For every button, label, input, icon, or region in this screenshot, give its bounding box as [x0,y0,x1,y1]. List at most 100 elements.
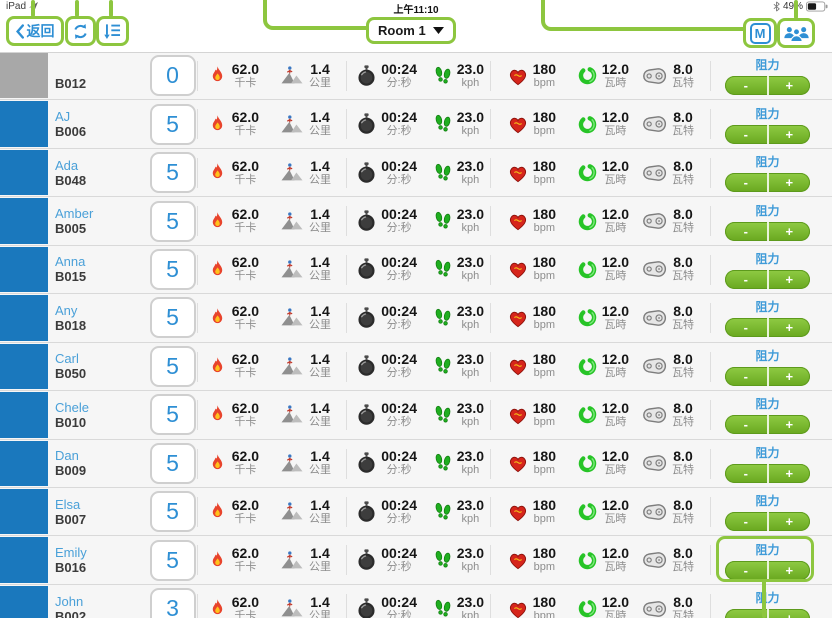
score-box[interactable]: 5 [149,491,196,533]
score-box[interactable]: 3 [149,588,196,618]
resistance-plus-button[interactable]: + [769,173,811,192]
speed-unit: kph [461,222,480,235]
column-separator [710,545,711,576]
power-unit: 瓦特 [672,270,694,283]
power-value: 8.0 [673,60,693,77]
heart-rate-unit: bpm [533,76,556,89]
stopwatch-icon [358,452,375,473]
back-button[interactable]: 返回 [6,16,64,46]
duration-value: 00:24 [381,206,417,223]
score-box[interactable]: 0 [149,55,196,97]
distance-cell: 1.4 公里 [268,497,346,526]
heart-icon [509,457,526,473]
group-button[interactable] [777,18,815,48]
resistance-plus-button[interactable]: + [769,415,811,434]
resistance-minus-button[interactable]: - [725,173,767,192]
resistance-minus-button[interactable]: - [725,125,767,144]
resistance-minus-button[interactable]: - [725,415,767,434]
energy-value: 12.0 [601,206,629,223]
score-box[interactable]: 5 [149,200,196,242]
score-box[interactable]: 5 [149,248,196,290]
resistance-control: - + [725,269,811,289]
distance-cell: 1.4 公里 [268,255,346,283]
resistance-minus-button[interactable]: - [725,270,767,289]
resistance-plus-button[interactable]: + [769,464,811,483]
resistance-plus-button[interactable]: + [769,318,811,337]
energy-value: 12.0 [601,399,629,416]
score-box[interactable]: 5 [149,442,196,484]
belt-drive-icon [643,455,666,472]
resistance-minus-button[interactable]: - [725,561,767,580]
resistance-control: - + [725,318,811,338]
resistance-divider [766,366,769,386]
duration-value: 00:24 [381,399,417,416]
power-unit: 瓦特 [672,125,694,138]
calories-cell: 62.0 千卡 [200,303,268,332]
rider-name: Elsa [55,496,81,512]
status-time: 上午11:10 [393,5,439,16]
score-box[interactable]: 5 [149,152,196,194]
resistance-plus-button[interactable]: + [769,367,811,386]
heart-rate-value: 180 [532,109,556,126]
resistance-minus-button[interactable]: - [725,609,767,618]
resistance-plus-button[interactable]: + [769,76,811,95]
resistance-plus-button[interactable]: + [769,125,811,144]
resistance-minus-button[interactable]: - [725,318,767,337]
score-box[interactable]: 5 [149,394,196,436]
belt-drive-icon [643,309,666,326]
people-group-icon [783,26,809,42]
power-unit: 瓦特 [672,464,694,477]
power-cell: 8.0 瓦特 [640,255,703,283]
rider-cell: Dan B009 [48,448,145,478]
heart-rate-unit: bpm [533,415,556,428]
resistance-control: - + [725,173,811,193]
duration-cell: 00:24 分:秒 [346,255,428,283]
rider-id: B012 [55,75,87,91]
score-box[interactable]: 5 [149,345,196,387]
rider-id: B005 [55,221,87,237]
resistance-minus-button[interactable]: - [725,512,767,531]
resistance-plus-button[interactable]: + [769,609,811,618]
calories-cell: 62.0 千卡 [200,352,268,380]
score-box[interactable]: 5 [149,539,196,581]
score-box[interactable]: 5 [149,103,196,145]
resistance-minus-button[interactable]: - [725,367,767,386]
resistance-plus-button[interactable]: + [769,512,811,531]
energy-cell: 12.0 瓦時 [570,303,640,332]
belt-drive-icon [643,213,666,229]
power-cell: 8.0 瓦特 [640,158,703,187]
resistance-minus-button[interactable]: - [725,464,767,483]
energy-ring-icon [578,66,596,85]
row-color-bar [0,198,48,244]
speed-unit: kph [461,561,480,574]
room-selector[interactable]: Room 1 [366,17,456,44]
footprints-icon [435,502,451,520]
resistance-plus-button[interactable]: + [769,222,811,241]
refresh-button[interactable] [65,16,96,46]
energy-value: 12.0 [601,254,629,271]
calories-cell: 62.0 千卡 [200,207,268,235]
speed-cell: 23.0 kph [428,497,490,526]
heart-rate-value: 180 [532,593,556,610]
score-cell: 5 [145,200,200,242]
resistance-minus-button[interactable]: - [725,76,767,95]
footprints-icon [435,454,451,471]
energy-value: 12.0 [601,448,629,465]
rider-cell: AJ B006 [48,109,145,139]
resistance-plus-button[interactable]: + [769,561,811,580]
table-row: Ada B048 5 62.0 千卡 [0,148,832,198]
chevron-left-icon [15,23,24,39]
power-unit: 瓦特 [672,512,694,525]
heart-icon [509,214,526,231]
column-separator [490,400,491,431]
resistance-minus-button[interactable]: - [725,222,767,241]
energy-unit: 瓦時 [604,609,627,618]
heart-rate-unit: bpm [533,173,556,186]
score-box[interactable]: 5 [149,297,196,339]
message-button[interactable]: M [743,18,777,48]
list-button[interactable] [96,16,129,46]
distance-value: 1.4 [310,545,330,562]
column-separator [490,109,491,140]
resistance-plus-button[interactable]: + [769,270,811,289]
duration-value: 00:24 [381,496,417,513]
